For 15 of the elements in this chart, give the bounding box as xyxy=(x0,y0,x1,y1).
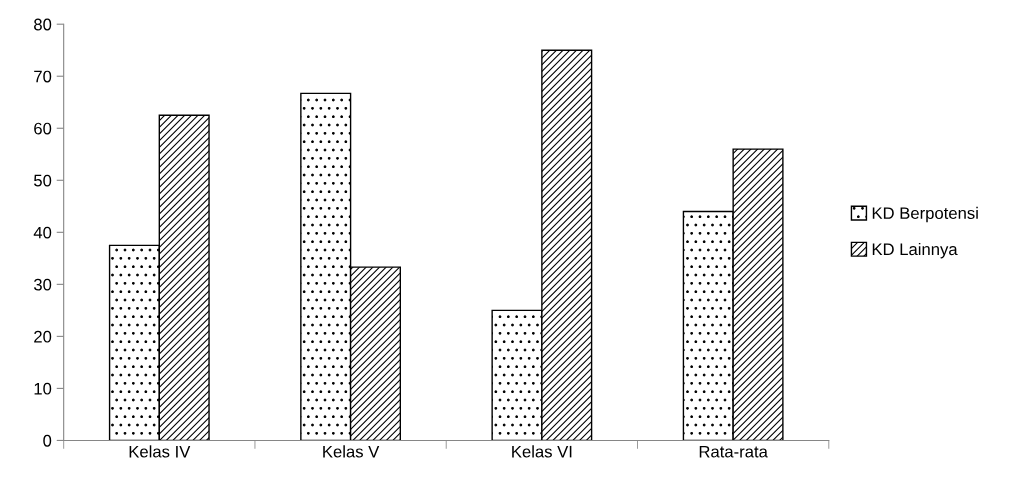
y-tick-label: 30 xyxy=(33,278,52,291)
y-tick-label: 40 xyxy=(33,226,52,239)
x-tick-label: Rata-rata xyxy=(699,445,768,458)
legend-label: KD Berpotensi xyxy=(872,206,978,223)
y-tick-label: 20 xyxy=(34,330,52,343)
y-tick-label: 50 xyxy=(34,174,52,187)
x-tick-label: Kelas V xyxy=(323,445,380,458)
y-tick-label: 80 xyxy=(34,18,52,31)
x-tick-label: Kelas VI xyxy=(512,445,572,458)
y-tick-label: 60 xyxy=(34,122,52,135)
legend-label: KD Lainnya xyxy=(872,242,958,259)
y-tick-label: 70 xyxy=(34,70,52,83)
x-tick-label: Kelas IV xyxy=(129,445,191,458)
y-tick-label: 0 xyxy=(43,434,52,447)
y-tick-label: 10 xyxy=(34,382,52,395)
